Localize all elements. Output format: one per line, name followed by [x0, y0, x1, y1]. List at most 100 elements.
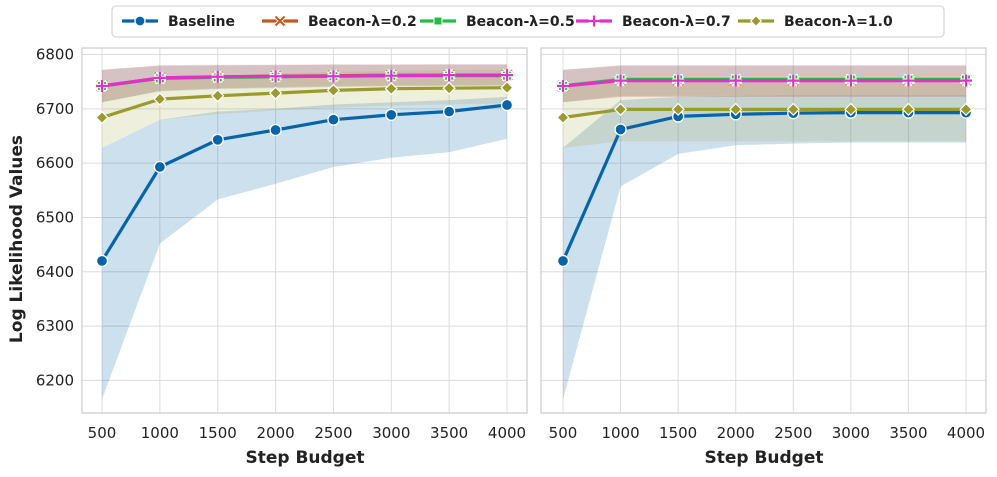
left-panel: 500 1000 1500 2000 2500 3000 3500 4000 6200 6300 6… [36, 46, 528, 442]
legend-box [111, 5, 945, 38]
point-beacon-lambda-0-7 [96, 80, 108, 93]
point-beacon-lambda-0-7 [385, 69, 398, 82]
point-beacon-lambda-1-0 [786, 102, 800, 117]
band-beacon-lambda-0-2 [563, 65, 966, 103]
line-beacon-lambda-1-0 [101, 86, 508, 120]
y-tick-label: 6600 [36, 154, 74, 172]
plot-frame [81, 47, 528, 414]
plot-frame [540, 47, 987, 414]
point-beacon-lambda-0-7 [844, 74, 857, 87]
point-beacon-lambda-0-7 [501, 69, 513, 82]
point-beacon-lambda-0-7 [269, 70, 282, 83]
x-tick-label: 3500 [889, 424, 927, 442]
y-tick-label: 6300 [36, 317, 74, 335]
band-baseline [563, 95, 966, 400]
point-baseline [153, 160, 167, 174]
point-beacon-lambda-1-0 [901, 102, 916, 117]
y-tick-label: 6500 [36, 208, 74, 226]
band-beacon-lambda-0-7 [563, 65, 966, 103]
point-baseline [211, 133, 224, 146]
x-tick-label: 3000 [832, 424, 870, 442]
legend-item-beacon-lambda-1-0: Beacon-λ=1.0 [738, 14, 893, 30]
legend: Baseline Beacon-λ=0.2 Beacon-λ=0.5 Beacon-λ… [111, 5, 945, 38]
x-axis-label-left: Step Budget [245, 448, 364, 468]
point-beacon-lambda-1-0 [500, 81, 514, 95]
line-beacon-lambda-0-7 [101, 73, 507, 88]
point-beacon-lambda-0-7 [211, 70, 224, 83]
point-beacon-lambda-0-7 [443, 69, 456, 82]
line-baseline [561, 110, 966, 262]
legend-marker-plus-icon [588, 15, 600, 27]
x-tick-label: 2000 [256, 424, 294, 442]
line-baseline [100, 103, 508, 262]
legend-label: Beacon-λ=1.0 [784, 14, 893, 30]
x-tick-label: 500 [549, 424, 578, 442]
legend-marker-x-icon [274, 15, 286, 27]
point-beacon-lambda-1-0 [613, 102, 628, 117]
x-tick-label: 1500 [659, 424, 697, 442]
point-baseline [556, 254, 570, 268]
point-beacon-lambda-0-7 [614, 74, 627, 87]
y-axis-label: Log Likelihood Values [7, 135, 27, 343]
x-tick-label: 1000 [141, 424, 179, 442]
point-beacon-lambda-0-7 [902, 74, 915, 87]
point-baseline [500, 98, 514, 112]
x-tick-label: 4000 [488, 424, 526, 442]
x-tick-label: 3500 [430, 424, 468, 442]
legend-label: Beacon-λ=0.5 [466, 14, 575, 30]
grid [541, 48, 986, 413]
point-baseline [269, 123, 282, 137]
point-beacon-lambda-1-0 [442, 81, 456, 95]
legend-item-beacon-lambda-0-2: Beacon-λ=0.2 [262, 14, 417, 30]
legend-marker-diamond-icon [749, 14, 763, 28]
point-beacon-lambda-1-0 [671, 102, 685, 117]
point-beacon-lambda-1-0 [95, 110, 109, 125]
point-beacon-lambda-1-0 [384, 82, 398, 96]
legend-marker-circle-icon [134, 15, 146, 27]
y-tick-label: 6200 [36, 371, 74, 389]
point-beacon-lambda-1-0 [844, 102, 858, 117]
point-baseline [327, 113, 340, 126]
y-tick-label: 6400 [36, 263, 74, 281]
x-tick-label: 2000 [717, 424, 755, 442]
point-beacon-lambda-0-7 [672, 74, 685, 87]
x-tick-label: 1000 [601, 424, 639, 442]
x-tick-label: 2500 [774, 424, 812, 442]
point-beacon-lambda-1-0 [211, 89, 225, 103]
point-beacon-lambda-1-0 [268, 86, 283, 100]
point-beacon-lambda-1-0 [326, 83, 341, 98]
legend-item-beacon-lambda-0-7: Beacon-λ=0.7 [576, 14, 731, 30]
line-beacon-lambda-1-0 [562, 107, 966, 120]
point-beacon-lambda-0-7 [787, 74, 800, 87]
y-tick-label: 6800 [36, 46, 74, 64]
point-baseline [95, 254, 109, 268]
x-tick-label: 2500 [314, 424, 352, 442]
point-beacon-lambda-0-7 [153, 71, 166, 84]
point-beacon-lambda-1-0 [959, 102, 973, 117]
point-baseline [614, 123, 627, 136]
point-beacon-lambda-1-0 [729, 102, 743, 117]
x-tick-label: 1500 [199, 424, 237, 442]
point-beacon-lambda-0-7 [960, 74, 972, 87]
point-beacon-lambda-1-0 [153, 92, 167, 106]
x-tick-label: 3000 [372, 424, 410, 442]
point-baseline [442, 105, 456, 118]
x-axis-label-right: Step Budget [704, 448, 823, 468]
x-tick-label: 500 [88, 424, 117, 442]
legend-item-beacon-lambda-0-5: Beacon-λ=0.5 [420, 14, 575, 30]
point-beacon-lambda-0-7 [729, 74, 742, 87]
band-beacon-lambda-0-5 [563, 65, 966, 103]
line-beacon-lambda-0-7 [562, 78, 966, 88]
y-tick-label: 6700 [36, 100, 74, 118]
point-beacon-lambda-1-0 [556, 110, 570, 125]
point-baseline [385, 108, 398, 121]
right-panel: 500 1000 1500 2000 2500 3000 3500 4000 [540, 47, 987, 442]
point-beacon-lambda-0-7 [327, 70, 340, 83]
legend-marker-square-icon [433, 16, 443, 26]
legend-label: Beacon-λ=0.2 [308, 14, 417, 30]
legend-label: Baseline [168, 14, 235, 30]
point-beacon-lambda-0-7 [557, 80, 569, 93]
x-tick-label: 4000 [947, 424, 985, 442]
band-baseline [102, 96, 507, 400]
